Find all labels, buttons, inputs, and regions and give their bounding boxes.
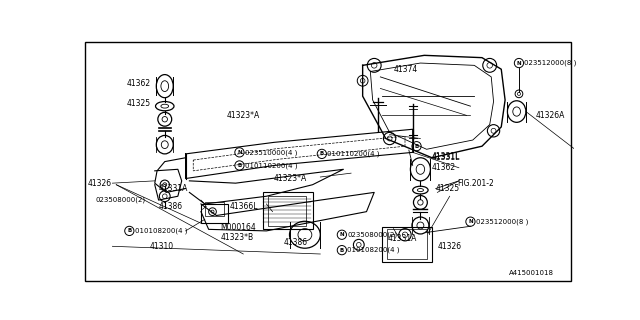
Bar (205, 202, 224, 215)
Text: 41362: 41362 (126, 78, 150, 88)
Text: 023512000(8 ): 023512000(8 ) (524, 60, 577, 66)
Bar (268, 196, 307, 226)
Text: N: N (237, 150, 242, 155)
Text: N: N (340, 232, 344, 237)
Text: 41323*B: 41323*B (220, 233, 253, 242)
Text: 41331A: 41331A (159, 184, 188, 193)
Text: 010110200(4 ): 010110200(4 ) (327, 151, 380, 157)
Text: 41386: 41386 (159, 202, 183, 211)
Text: 41362: 41362 (432, 163, 456, 172)
Text: 41325: 41325 (126, 99, 150, 108)
Text: 41323*A: 41323*A (274, 174, 307, 183)
Text: 41374: 41374 (394, 65, 418, 74)
Text: 41331A: 41331A (388, 234, 417, 243)
Text: 023508000(2): 023508000(2) (95, 197, 145, 203)
Text: 41366L: 41366L (230, 202, 258, 211)
Text: B: B (320, 151, 324, 156)
Text: 41325: 41325 (436, 184, 460, 193)
Text: N: N (468, 219, 473, 224)
Text: N: N (516, 60, 521, 66)
Text: B: B (127, 228, 131, 233)
Text: B: B (237, 163, 241, 168)
Text: B: B (415, 144, 419, 149)
Text: 023510000(4 ): 023510000(4 ) (245, 149, 297, 156)
Text: B: B (340, 248, 344, 253)
Text: FIG.201-2: FIG.201-2 (458, 179, 494, 188)
Text: 41323*A: 41323*A (227, 111, 260, 120)
Text: 41310: 41310 (149, 242, 173, 251)
Text: 023512000(8 ): 023512000(8 ) (476, 219, 528, 225)
Text: 010108200(4 ): 010108200(4 ) (348, 247, 400, 253)
Text: M000164: M000164 (220, 222, 256, 232)
Text: 41331L: 41331L (432, 152, 460, 161)
Text: 41326: 41326 (88, 179, 112, 188)
Text: 41326A: 41326A (536, 111, 565, 120)
Text: 010110200(4 ): 010110200(4 ) (245, 162, 298, 169)
Bar (382, 227, 432, 262)
Text: 023508000(2): 023508000(2) (348, 231, 397, 238)
Bar (387, 229, 427, 259)
Text: 41326: 41326 (437, 242, 461, 251)
Text: 41386: 41386 (284, 238, 307, 247)
Bar (262, 192, 312, 229)
Text: 010108200(4 ): 010108200(4 ) (135, 228, 188, 234)
Bar (201, 204, 228, 223)
Text: 41331L: 41331L (432, 153, 460, 162)
Text: A415001018: A415001018 (509, 270, 554, 276)
